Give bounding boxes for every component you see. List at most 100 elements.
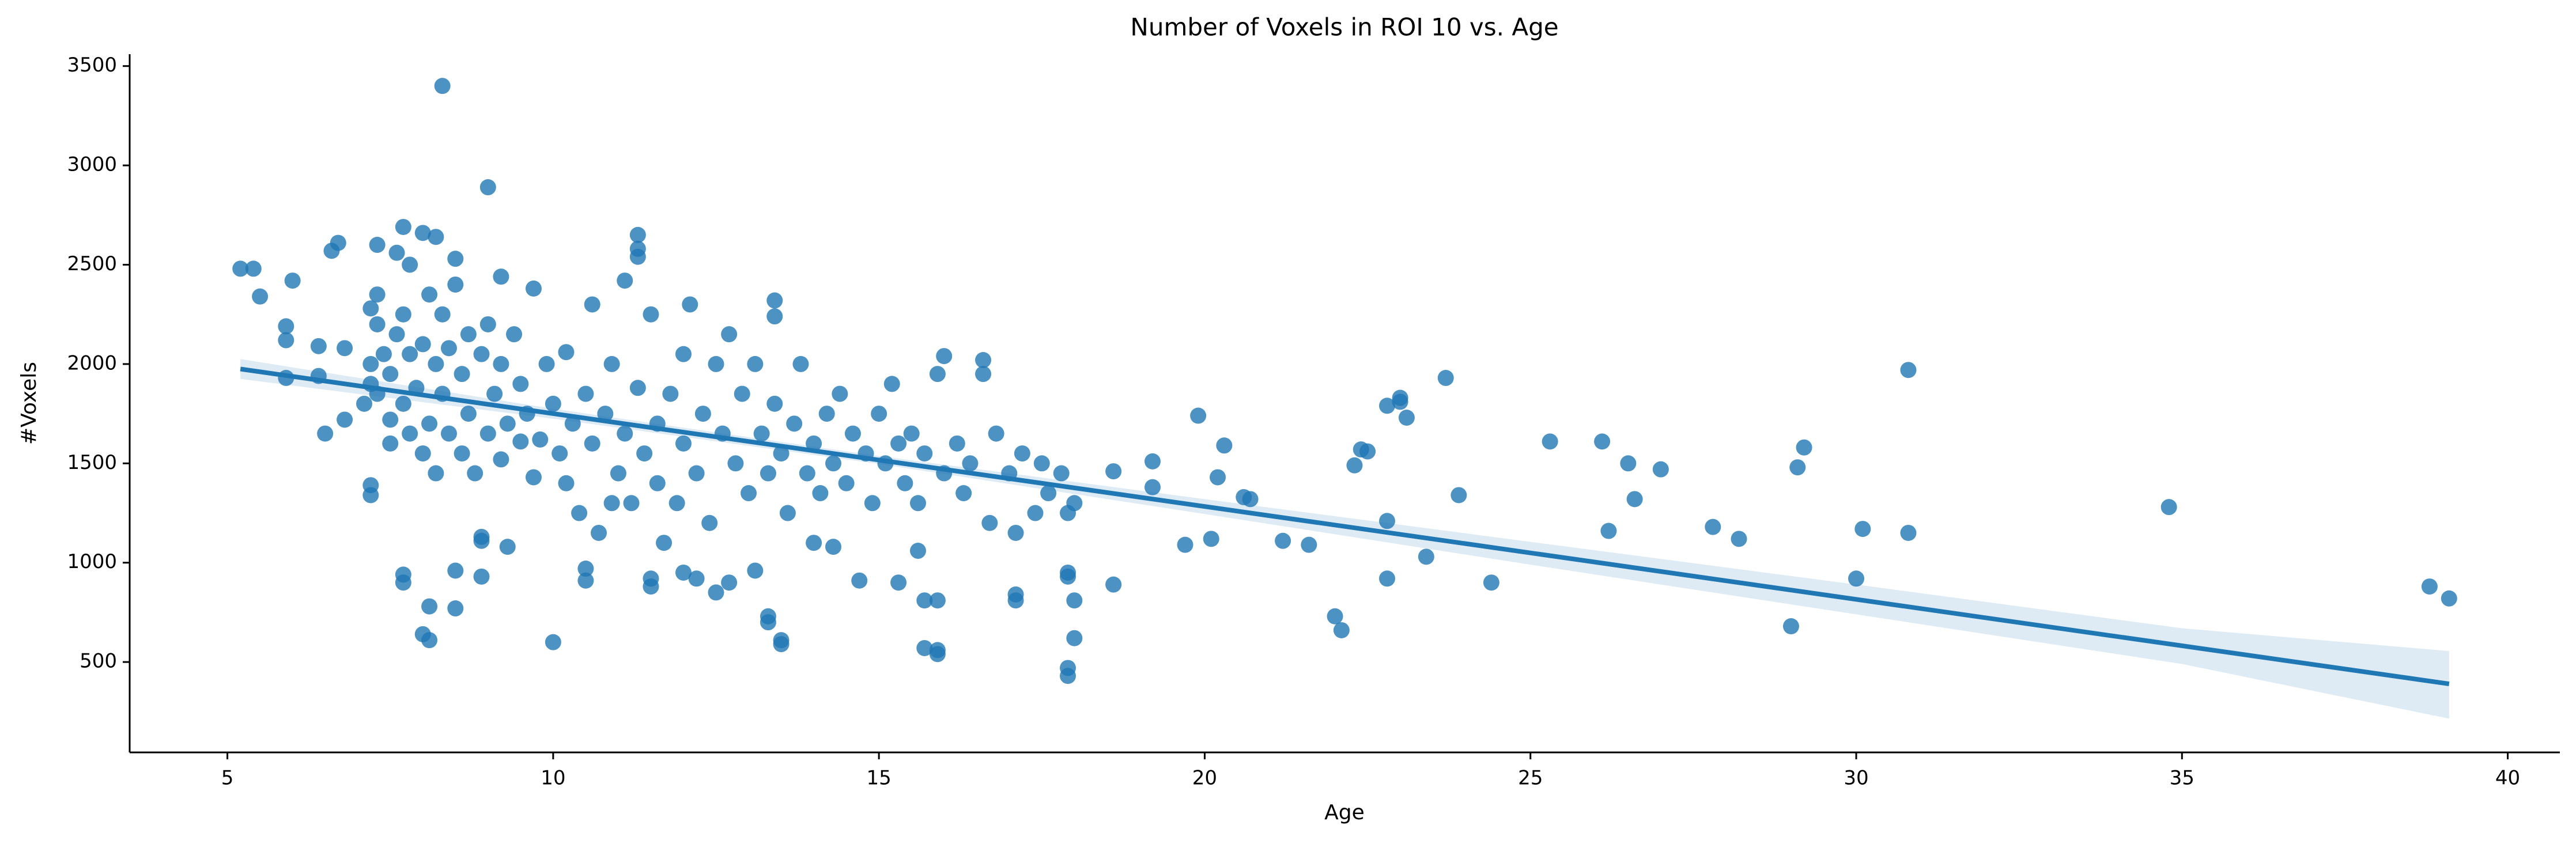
point bbox=[955, 485, 972, 502]
point bbox=[552, 445, 568, 462]
point bbox=[252, 288, 269, 305]
point bbox=[629, 248, 646, 265]
point bbox=[1333, 622, 1350, 638]
point bbox=[812, 485, 829, 502]
point bbox=[701, 514, 718, 531]
point bbox=[545, 395, 561, 412]
point bbox=[1177, 536, 1193, 553]
point bbox=[675, 435, 692, 452]
point bbox=[479, 316, 496, 332]
point bbox=[473, 532, 490, 549]
point bbox=[493, 268, 509, 285]
point bbox=[1652, 461, 1669, 478]
point bbox=[362, 487, 379, 504]
point bbox=[421, 415, 438, 432]
point bbox=[337, 411, 353, 428]
point bbox=[1105, 576, 1122, 593]
point bbox=[499, 415, 516, 432]
point bbox=[460, 326, 477, 343]
point bbox=[649, 475, 666, 491]
point bbox=[421, 632, 438, 649]
point bbox=[773, 636, 790, 653]
point bbox=[903, 425, 920, 442]
point bbox=[890, 574, 907, 591]
point bbox=[1216, 437, 1233, 454]
point bbox=[2441, 590, 2457, 607]
point bbox=[675, 346, 692, 362]
point bbox=[369, 286, 386, 303]
point bbox=[232, 260, 249, 277]
point bbox=[1900, 362, 1917, 379]
point bbox=[564, 415, 581, 432]
point bbox=[851, 572, 868, 589]
point bbox=[1854, 521, 1871, 538]
point bbox=[753, 425, 770, 442]
point bbox=[741, 485, 757, 502]
point bbox=[414, 445, 431, 462]
point bbox=[369, 237, 386, 253]
point bbox=[806, 535, 822, 551]
point bbox=[1437, 370, 1454, 387]
point bbox=[747, 562, 764, 579]
point bbox=[597, 406, 614, 422]
point bbox=[936, 348, 953, 365]
point bbox=[382, 411, 399, 428]
point bbox=[1060, 568, 1077, 585]
point bbox=[929, 646, 946, 663]
point bbox=[773, 445, 790, 462]
point bbox=[1066, 495, 1083, 512]
point bbox=[1626, 491, 1643, 508]
point bbox=[721, 326, 738, 343]
point bbox=[747, 355, 764, 372]
point bbox=[779, 505, 796, 521]
point bbox=[577, 561, 594, 577]
y-tick-label: 500 bbox=[80, 650, 117, 673]
point bbox=[571, 505, 588, 521]
point bbox=[428, 355, 444, 372]
point bbox=[864, 495, 881, 512]
point bbox=[916, 592, 933, 609]
point bbox=[1620, 455, 1637, 472]
point bbox=[1066, 592, 1083, 609]
point bbox=[414, 225, 431, 241]
y-axis-label: #Voxels bbox=[17, 362, 41, 445]
point bbox=[591, 524, 607, 541]
y-tick-label: 3500 bbox=[67, 54, 117, 77]
point bbox=[493, 451, 509, 468]
y-tick-label: 2000 bbox=[67, 351, 117, 374]
point bbox=[1066, 630, 1083, 646]
point bbox=[643, 570, 659, 587]
point bbox=[1105, 463, 1122, 480]
point bbox=[1033, 455, 1050, 472]
point bbox=[629, 380, 646, 396]
point bbox=[1203, 531, 1219, 547]
point bbox=[1731, 531, 1747, 547]
point bbox=[766, 292, 783, 309]
point bbox=[375, 346, 392, 362]
point bbox=[1242, 491, 1259, 508]
point bbox=[545, 634, 561, 650]
point bbox=[694, 406, 711, 422]
point bbox=[388, 326, 405, 343]
point bbox=[1301, 536, 1317, 553]
point bbox=[643, 306, 659, 323]
point bbox=[414, 336, 431, 353]
point bbox=[890, 435, 907, 452]
point bbox=[708, 355, 724, 372]
point bbox=[506, 326, 523, 343]
point bbox=[871, 406, 887, 422]
point bbox=[395, 306, 411, 323]
point bbox=[1027, 505, 1044, 521]
point bbox=[988, 425, 1004, 442]
point bbox=[1600, 523, 1617, 539]
point bbox=[629, 226, 646, 243]
point bbox=[1398, 409, 1415, 426]
point bbox=[337, 340, 353, 357]
point bbox=[792, 355, 809, 372]
y-tick-label: 1500 bbox=[67, 451, 117, 474]
point bbox=[883, 376, 900, 392]
point bbox=[825, 539, 842, 555]
point bbox=[1418, 548, 1434, 565]
